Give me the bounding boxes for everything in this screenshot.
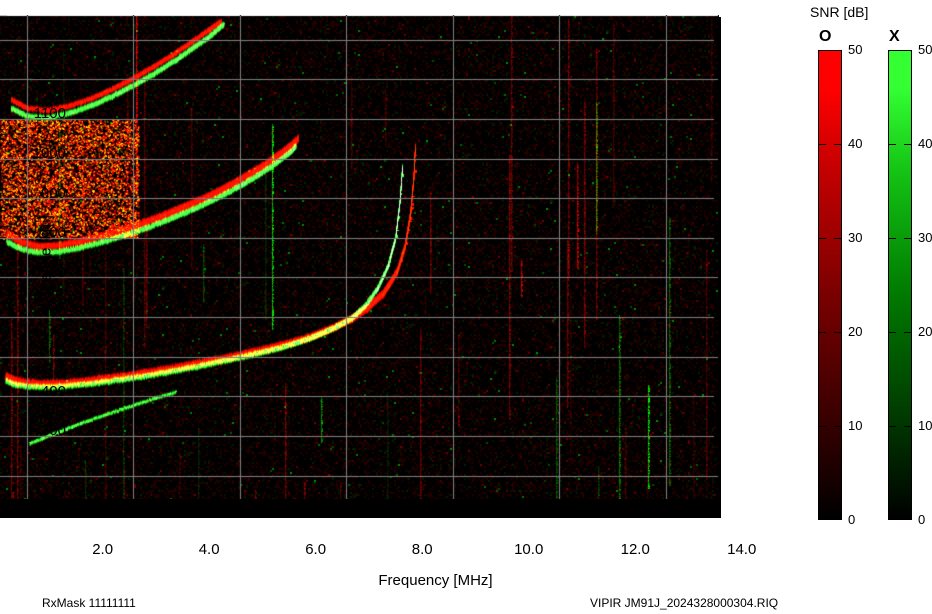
x-tick-label: 2.0 bbox=[92, 541, 114, 558]
colorbar-tick-label: 20 bbox=[918, 324, 932, 339]
y-tick-label: 500 bbox=[40, 343, 66, 361]
top-white-band bbox=[0, 0, 719, 15]
colorbar-tick-dash bbox=[888, 144, 912, 145]
y-tick-label: 300 bbox=[40, 422, 66, 440]
colorbar-x-mode bbox=[888, 50, 912, 520]
colorbar-tick-dash bbox=[818, 238, 842, 239]
ionogram-plot[interactable] bbox=[0, 0, 721, 518]
y-tick-label: 800 bbox=[40, 224, 66, 242]
colorbar-tick-label: 50 bbox=[918, 42, 932, 57]
colorbar-tick-dash bbox=[888, 332, 912, 333]
y-tick-label: 100 bbox=[40, 501, 66, 519]
y-tick-label: 200 bbox=[40, 461, 66, 479]
colorbar-tick-label: 20 bbox=[848, 324, 863, 339]
colorbar-tick-dash bbox=[888, 238, 912, 239]
y-tick-label: 1100 bbox=[33, 105, 66, 123]
colorbar-tick-label: 30 bbox=[848, 230, 863, 245]
x-axis-label: Frequency [MHz] bbox=[378, 572, 493, 589]
x-tick-label: 4.0 bbox=[198, 541, 220, 558]
x-tick-label: 6.0 bbox=[305, 541, 327, 558]
y-tick-label: 1300 bbox=[32, 26, 66, 43]
colorbar-tick-label: 40 bbox=[918, 136, 932, 151]
colorbar-tick-label: 0 bbox=[848, 512, 856, 527]
y-tick-label: 700 bbox=[40, 263, 66, 281]
colorbar-tick-label: 10 bbox=[918, 418, 932, 433]
colorbar-o-mode-label: O bbox=[819, 28, 832, 45]
colorbar-tick-dash bbox=[818, 426, 842, 427]
file-label: VIPIR JM91J_2024328000304.RIQ bbox=[590, 596, 779, 610]
y-tick-label: 900 bbox=[40, 184, 66, 202]
x-tick-label: 12.0 bbox=[620, 541, 650, 558]
colorbar-tick-dash bbox=[818, 144, 842, 145]
y-tick-label: 600 bbox=[40, 303, 66, 321]
rxmask-label: RxMask 11111111 bbox=[42, 596, 136, 610]
y-tick-label: 1000 bbox=[32, 144, 66, 162]
y-tick-label: 400 bbox=[40, 382, 66, 400]
colorbar-tick-dash bbox=[888, 426, 912, 427]
colorbar-x-mode-label: X bbox=[889, 28, 900, 45]
colorbar-tick-dash bbox=[818, 332, 842, 333]
colorbar-tick-label: 40 bbox=[848, 136, 863, 151]
colorbar-tick-label: 50 bbox=[848, 42, 863, 57]
colorbar-tick-label: 0 bbox=[918, 512, 926, 527]
x-tick-label: 14.0 bbox=[727, 541, 757, 558]
x-tick-label: 8.0 bbox=[411, 541, 433, 558]
colorbar-tick-label: 30 bbox=[918, 230, 932, 245]
colorbar-tick-label: 10 bbox=[848, 418, 863, 433]
colorbar-title: SNR [dB] bbox=[810, 4, 869, 20]
x-tick-label: 10.0 bbox=[514, 541, 544, 558]
y-tick-label: 1200 bbox=[32, 65, 66, 83]
y-axis-label: Range [km] bbox=[37, 215, 55, 292]
colorbar-o-mode bbox=[818, 50, 842, 520]
ionogram-canvas[interactable] bbox=[0, 0, 719, 499]
